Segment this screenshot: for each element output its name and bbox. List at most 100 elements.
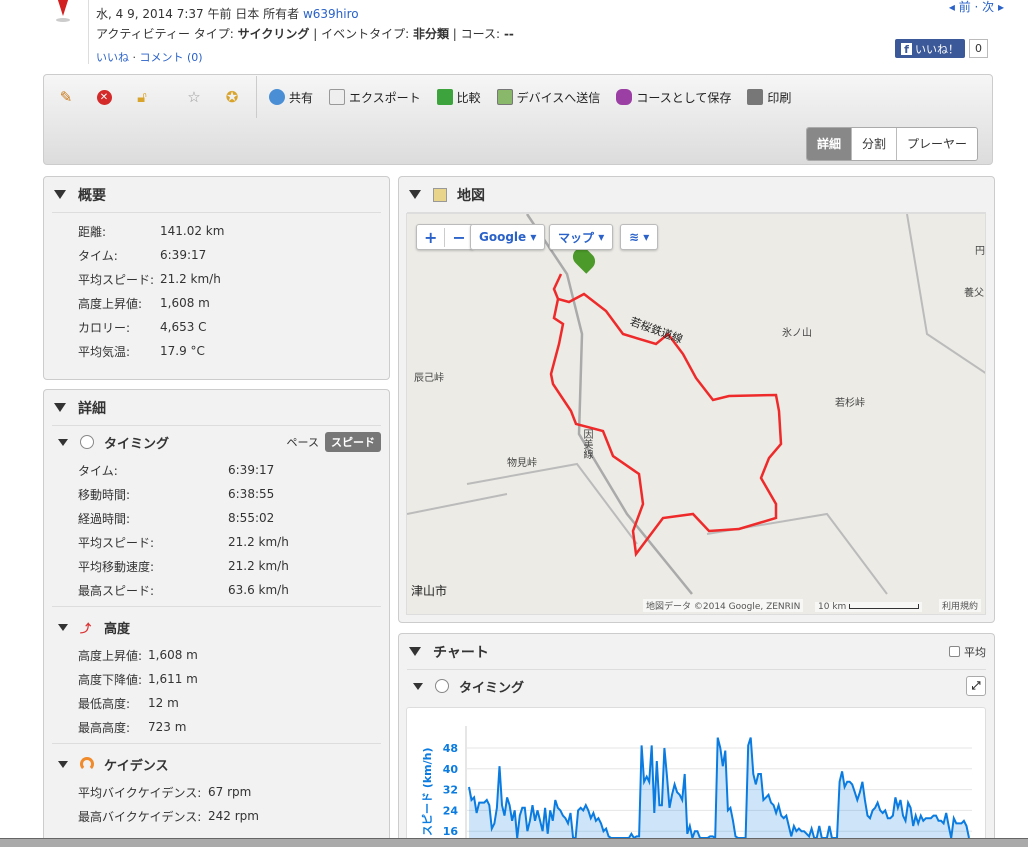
elevation-title: 高度 (104, 621, 131, 637)
rail-road (525, 214, 693, 595)
details-header[interactable]: 詳細 (52, 390, 381, 426)
stat-row: カロリー: 4,653 C (78, 315, 389, 339)
timing-rows: タイム: 6:39:17 移動時間: 6:38:55 経過時間: 8:55:02 平均スピー… (44, 458, 389, 602)
terms-link[interactable]: 利用規約 (938, 599, 981, 612)
map-label: 養父 (964, 288, 984, 299)
average-toggle[interactable]: 平均 (949, 644, 986, 660)
stat-row: 移動時間: 6:38:55 (78, 482, 389, 506)
chart-header[interactable]: チャート 平均 (407, 634, 986, 670)
speed-chart: 16 24 32 40 48 スピード (km/h) (406, 707, 986, 838)
elevation-header[interactable]: ⤴ 高度 (52, 611, 381, 643)
map-type-label: マップ (558, 230, 595, 245)
comment-link[interactable]: コメント (0) (139, 51, 203, 64)
stat-row: 平均スピード: 21.2 km/h (78, 530, 389, 554)
print-button[interactable]: 印刷 (747, 89, 791, 106)
stat-value: 21.2 km/h (228, 559, 289, 573)
collapse-icon (54, 190, 66, 199)
map-attribution: 地図データ ©2014 Google, ZENRIN (643, 599, 804, 612)
prev-next-links[interactable]: ◂ 前 · 次 ▸ (948, 0, 1004, 14)
share-button[interactable]: 共有 (269, 89, 313, 106)
print-label: 印刷 (767, 90, 792, 105)
star-icon[interactable]: ☆ (187, 88, 201, 106)
speed-toggle[interactable]: スピード (325, 432, 381, 452)
expand-chart-button[interactable]: ⤢ (966, 676, 986, 696)
course-icon (616, 89, 633, 105)
clock-icon (435, 679, 449, 693)
stat-label: 平均スピード: (78, 535, 155, 550)
y-axis-label: スピード (km/h) (421, 747, 434, 836)
layers-icon: ≋ (629, 230, 640, 244)
tab-details[interactable]: 詳細 (806, 128, 851, 160)
stat-value: 6:39:17 (160, 248, 207, 262)
stat-value: 141.02 km (160, 224, 225, 238)
stat-label: 最高スピード: (78, 583, 155, 598)
stat-value: 1,608 m (160, 296, 210, 310)
bottom-scrollbar[interactable] (0, 838, 1028, 847)
lock-icon[interactable]: 🔓︎ (137, 88, 147, 106)
map-title: 地図 (457, 187, 485, 204)
route-map[interactable]: + − Google ▾ マップ ▾ ≋ ▾ 若桜鉄道線 氷ノ山 辰己峠 若杉峠 … (406, 213, 986, 615)
stat-label: タイム: (78, 463, 118, 478)
compare-button[interactable]: 比較 (436, 89, 481, 106)
export-button[interactable]: エクスポート (329, 89, 421, 106)
delete-icon[interactable]: ✕ (94, 87, 114, 107)
stat-label: タイム: (78, 248, 118, 263)
save-as-course-button[interactable]: コースとして保存 (616, 89, 731, 106)
collapse-icon (409, 647, 421, 656)
zoom-controls: + − (416, 224, 474, 250)
clock-icon (80, 435, 94, 449)
cadence-title: ケイデンス (104, 758, 169, 774)
chart-timing-header[interactable]: タイミング ⤢ (407, 670, 986, 702)
stat-row: タイム: 6:39:17 (78, 243, 389, 267)
y-tick-label: 48 (443, 742, 458, 755)
stat-row: 平均スピード: 21.2 km/h (78, 267, 389, 291)
collapse-icon (413, 682, 423, 690)
y-tick-label: 32 (443, 784, 458, 797)
summary-title: 概要 (78, 187, 106, 204)
summary-header[interactable]: 概要 (52, 177, 381, 213)
average-checkbox[interactable] (949, 646, 960, 657)
divider (88, 0, 89, 64)
timing-title: タイミング (104, 436, 170, 452)
tab-splits[interactable]: 分割 (850, 128, 896, 160)
details-panel: 詳細 タイミング ペース スピード タイム: 6:39:17 移動時間: 6:38:55… (43, 389, 390, 838)
share-icon (269, 89, 285, 105)
stat-label: 移動時間: (78, 487, 131, 502)
activity-type-label: アクティビティー タイプ: (96, 27, 234, 41)
stat-value: 12 m (148, 696, 179, 710)
pencil-icon[interactable]: ✎ (59, 88, 73, 106)
speed-chart-svg: 16 24 32 40 48 スピード (km/h) (421, 726, 972, 838)
activity-toolbar: ✎ ✕ 🔓︎ ☆ ✪ 共有 エクスポート 比較 デバイスへ送信 コースとして保存… (43, 74, 993, 165)
map-type-dropdown[interactable]: マップ ▾ (549, 224, 614, 250)
award-icon[interactable]: ✪ (225, 88, 239, 106)
tab-player[interactable]: プレーヤー (895, 128, 977, 160)
send-to-device-button[interactable]: デバイスへ送信 (496, 89, 600, 106)
stat-row: 高度下降値: 1,611 m (78, 667, 389, 691)
compare-label: 比較 (456, 90, 481, 105)
stat-row: 経過時間: 8:55:02 (78, 506, 389, 530)
stat-row: 平均バイクケイデンス: 67 rpm (78, 780, 389, 804)
elevation-rows: 高度上昇値: 1,608 m 高度下降値: 1,611 m 最低高度: 12 m 最高高度:… (44, 643, 389, 739)
like-link[interactable]: いいね (96, 51, 129, 64)
details-title: 詳細 (78, 400, 106, 417)
zoom-in-button[interactable]: + (417, 227, 446, 247)
provider-dropdown[interactable]: Google ▾ (470, 224, 546, 250)
facebook-like-count: 0 (969, 39, 988, 58)
activity-type[interactable]: サイクリング (237, 27, 310, 41)
view-switcher: 詳細 分割 プレーヤー (805, 127, 978, 161)
layers-dropdown[interactable]: ≋ ▾ (620, 224, 659, 250)
facebook-like-button[interactable]: f いいね！ (895, 39, 965, 58)
stat-row: 距離: 141.02 km (78, 219, 389, 243)
event-type[interactable]: 非分類 (412, 27, 449, 41)
zoom-out-button[interactable]: − (452, 227, 466, 247)
cadence-header[interactable]: ケイデンス (52, 748, 381, 780)
stat-label: 距離: (78, 224, 107, 239)
owner-label: 所有者 (263, 7, 300, 21)
course-label: コース: (460, 27, 501, 41)
timing-header[interactable]: タイミング ペース スピード (52, 426, 381, 458)
stat-label: 平均移動速度: (78, 559, 155, 574)
pace-toggle[interactable]: ペース (286, 436, 319, 449)
stat-value: 67 rpm (208, 785, 252, 799)
map-header[interactable]: 地図 (407, 177, 986, 213)
owner-link[interactable]: w639hiro (302, 7, 359, 21)
